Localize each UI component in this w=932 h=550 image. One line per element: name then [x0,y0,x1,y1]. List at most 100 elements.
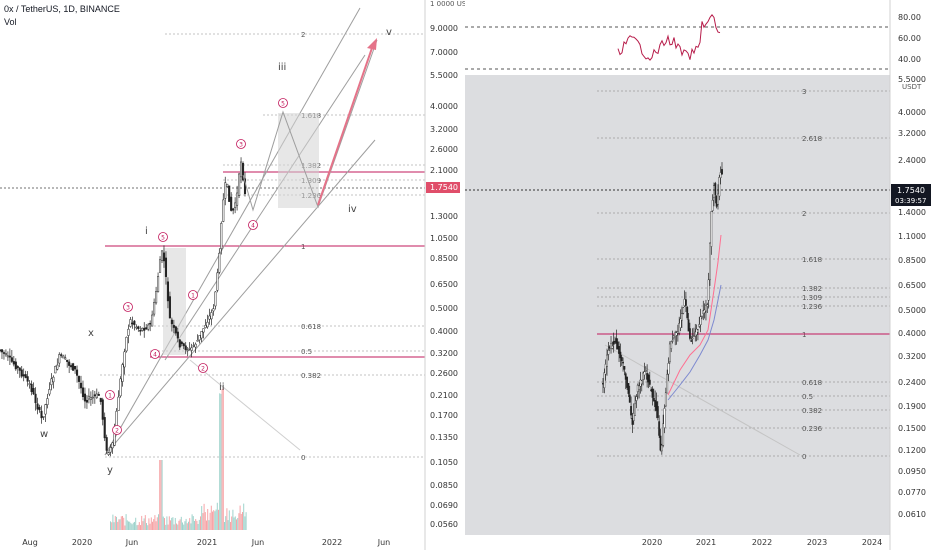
left-plot-bg [0,0,425,530]
right-price-axis[interactable]: 80.00 60.00 40.00 5.5000 4.0000 3.2000 2.4000 1… [889,0,932,550]
right-price-tick: 0.0770 [898,488,926,497]
right-price-tick: 0.4000 [898,329,926,338]
left-price-badge: 1.7540 [430,183,458,192]
left-candle [4,349,7,357]
left-volume-bar [179,519,181,530]
left-candle [48,382,51,397]
left-candle [6,351,9,361]
left-price-tick: 5.5000 [430,71,458,80]
left-volume-bar [170,520,171,530]
right-price-tick: 1.4000 [898,208,926,217]
left-candle [0,349,4,360]
right-fib-label: 0.618 [802,379,822,387]
left-price-tick: 3.2000 [430,125,458,134]
left-volume-bar [215,509,217,530]
left-candle [222,193,225,223]
left-fib-label: 0.618 [301,323,321,331]
countdown-timer: 03:39:57 [895,197,926,205]
left-price-tick: 2.6000 [430,145,458,154]
left-x-axis: Aug 2020 Jun 2021 Jun 2022 Jun [22,538,390,547]
left-boxes [163,113,319,355]
left-volume-bar [196,520,198,530]
left-price-tick: 2.1000 [430,166,458,175]
wave-circle-2: 2 [112,425,122,435]
right-candle [698,316,701,329]
wave-circle-number: 2 [201,366,205,373]
left-price-tick: 0.0850 [430,481,458,490]
left-volume-bar [162,516,164,530]
left-volume-bar [240,513,242,530]
right-candle [705,299,707,321]
left-candle [20,366,23,379]
left-candle [111,442,114,454]
left-price-tick: 0.3200 [430,349,458,358]
left-candle [224,176,227,206]
left-candle [133,319,136,331]
left-price-axis[interactable]: 9.0000 7.0000 5.5000 4.0000 3.2000 2.6000 2.10… [424,0,477,550]
left-candle [97,391,100,396]
left-volume-bar [132,522,134,530]
left-candle [52,375,55,389]
left-candle [198,335,201,344]
right-candle [644,366,647,372]
right-candle [630,396,632,419]
right-price-badge: 1.7540 [897,186,925,195]
right-fib-label: 0 [802,453,806,461]
left-volume-bar [226,508,228,530]
left-candle [236,185,239,211]
right-candle [607,341,610,361]
left-volume-bar [159,460,161,530]
left-volume-bar [125,514,127,530]
left-candle [182,342,185,350]
left-volume-bar [114,516,116,530]
left-candle [119,376,122,398]
left-volume-bar [220,393,222,530]
left-x-tick: Aug [22,538,38,547]
left-candle [60,352,63,358]
wave-circle-number: 5 [161,235,165,242]
right-candle [679,309,682,332]
left-volume-bar [122,515,123,530]
right-candle [652,388,655,402]
left-path-lines [242,38,378,212]
left-candle [232,207,235,215]
left-candle [226,183,229,189]
left-volume-bar [134,521,135,530]
left-candle [200,331,203,342]
left-candle [147,322,150,332]
left-volume-bar [186,523,188,530]
left-candle [214,291,217,310]
left-x-tick: 2021 [197,538,217,547]
left-volume-bar [189,518,191,530]
left-candle [151,310,154,327]
right-candle [717,184,719,210]
left-volume-bar [180,516,182,530]
left-candle [145,324,148,330]
right-candle [667,357,670,382]
left-price-tick: 0.2600 [430,369,458,378]
left-volume-bar [168,516,170,530]
left-volume-bar [212,511,213,530]
right-candle [615,329,618,350]
left-candle [36,397,39,415]
left-fib-label: 2 [301,31,305,39]
right-candle [670,341,673,353]
left-wave-circles: 1 2 3 4 5 1 2 3 4 5 [105,98,288,435]
right-candle [660,443,663,455]
left-candle [34,387,37,411]
wave-circle-1: 1 [105,390,115,400]
left-volume-bar [245,512,247,530]
left-candle [95,388,98,400]
left-candle [46,393,49,409]
left-candle [38,404,41,413]
wave-circle-number: 4 [251,223,255,230]
left-volume-bar [228,510,230,530]
left-candle [212,304,215,316]
right-candle [628,385,631,403]
left-candle [137,325,140,332]
right-candle [666,369,669,394]
left-candle [121,362,124,387]
right-price-tick: 0.1500 [898,424,926,433]
